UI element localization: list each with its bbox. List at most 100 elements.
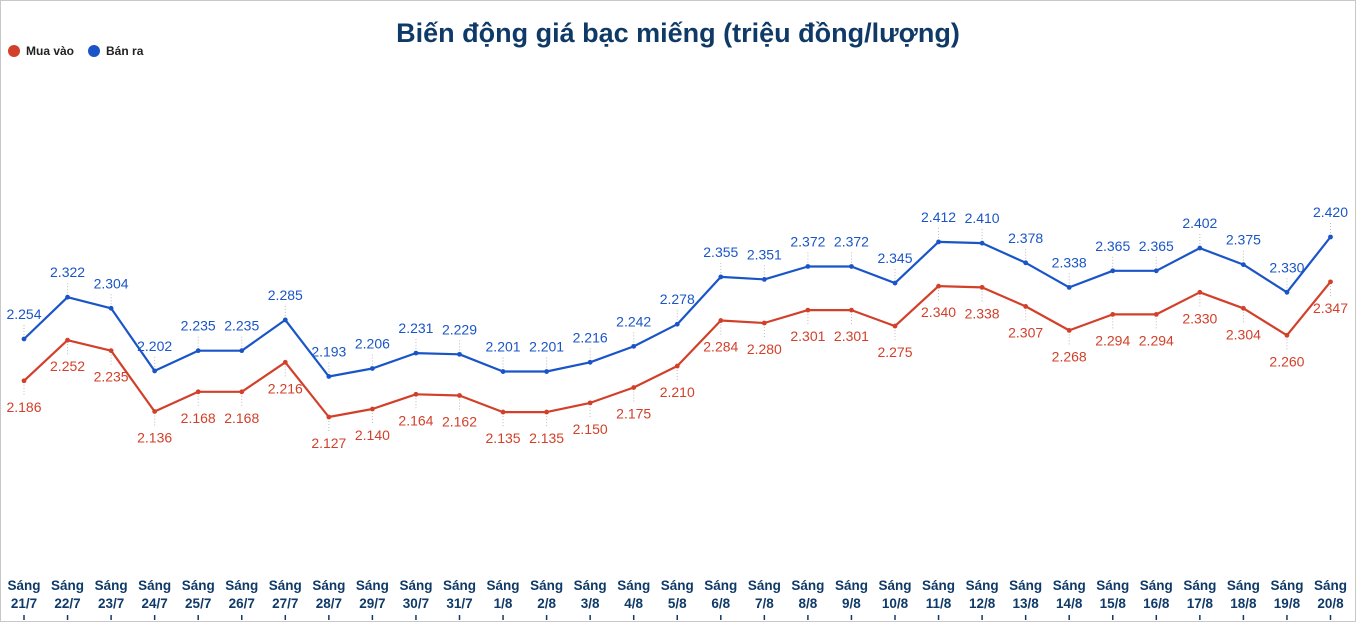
sell-point	[1241, 262, 1246, 268]
sell-point	[631, 343, 637, 349]
buy-point	[892, 323, 898, 329]
buy-data-label: 2.135	[529, 430, 564, 446]
sell-data-label: 2.378	[1008, 230, 1043, 246]
buy-point	[587, 400, 593, 406]
x-tick-label: 21/7	[11, 596, 37, 611]
sell-data-label: 2.351	[747, 246, 782, 262]
x-tick-label: Sáng	[1314, 578, 1347, 593]
sell-point	[326, 374, 332, 379]
buy-data-label: 2.175	[616, 406, 651, 422]
buy-data-label: 2.260	[1269, 353, 1304, 369]
x-tick-label: 19/8	[1274, 596, 1301, 611]
buy-data-label: 2.330	[1182, 310, 1217, 326]
buy-point	[65, 337, 70, 343]
buy-data-label: 2.284	[703, 339, 738, 355]
buy-data-label: 2.307	[1008, 324, 1043, 340]
sell-data-label: 2.410	[965, 210, 1000, 226]
x-tick-label: Sáng	[922, 578, 955, 593]
sell-data-label: 2.231	[398, 320, 433, 336]
x-tick-label: Sáng	[269, 578, 302, 593]
sell-point	[21, 336, 27, 342]
buy-data-label: 2.140	[355, 427, 390, 443]
buy-point	[413, 391, 419, 397]
sell-point	[805, 264, 811, 269]
sell-data-label: 2.201	[529, 339, 564, 355]
sell-data-label: 2.202	[137, 338, 172, 354]
buy-data-label: 2.135	[486, 430, 521, 446]
buy-point	[326, 414, 332, 420]
buy-point	[1197, 289, 1203, 295]
buy-point	[370, 406, 375, 412]
sell-data-label: 2.322	[50, 264, 85, 280]
sell-data-label: 2.254	[6, 306, 41, 322]
x-tick-label: Sáng	[356, 578, 389, 593]
x-tick-label: 24/7	[142, 596, 168, 611]
sell-point	[936, 239, 941, 245]
x-tick-label: Sáng	[748, 578, 781, 593]
chart-title: Biến động giá bạc miếng (triệu đồng/lượn…	[396, 18, 960, 48]
buy-data-label: 2.164	[398, 412, 433, 428]
legend-item-sell[interactable]: Bán ra	[88, 44, 143, 58]
sell-data-label: 2.242	[616, 313, 651, 329]
buy-data-label: 2.280	[747, 341, 782, 357]
x-tick-label: 28/7	[316, 596, 342, 611]
buy-point	[282, 359, 288, 365]
sell-data-label: 2.235	[181, 318, 216, 334]
buy-data-label: 2.301	[790, 328, 825, 344]
buy-point	[457, 393, 462, 398]
x-tick-label: 14/8	[1056, 596, 1083, 611]
buy-point	[108, 348, 114, 354]
sell-point	[500, 369, 506, 374]
x-tick-label: Sáng	[7, 578, 40, 593]
legend-item-buy[interactable]: Mua vào	[8, 44, 74, 58]
sell-point	[195, 348, 201, 354]
sell-point	[674, 321, 680, 327]
x-tick-label: 3/8	[581, 596, 600, 611]
buy-point	[979, 284, 985, 290]
buy-point	[718, 318, 724, 323]
sell-data-label: 2.285	[268, 287, 303, 303]
sell-data-label: 2.345	[877, 250, 912, 266]
buy-point	[805, 307, 811, 313]
sell-point	[849, 264, 854, 269]
buy-point	[936, 283, 941, 289]
sell-data-label: 2.355	[703, 244, 738, 260]
buy-data-label: 2.340	[921, 304, 956, 320]
x-tick-label: Sáng	[878, 578, 911, 593]
buy-data-label: 2.216	[268, 380, 303, 396]
buy-data-label: 2.136	[137, 429, 172, 445]
sell-point	[1110, 268, 1116, 274]
x-tick-label: Sáng	[1140, 578, 1173, 593]
buy-data-label: 2.252	[50, 358, 85, 374]
x-tick-label: 25/7	[185, 596, 211, 611]
x-tick-label: Sáng	[487, 578, 520, 593]
buy-data-label: 2.210	[660, 384, 695, 400]
buy-point	[21, 378, 27, 384]
x-tick-label: Sáng	[399, 578, 432, 593]
x-tick-label: 7/8	[755, 596, 774, 611]
x-tick-label: Sáng	[1096, 578, 1129, 593]
x-tick-label: 2/8	[537, 596, 556, 611]
x-tick-label: 11/8	[926, 596, 952, 611]
x-tick-label: Sáng	[51, 578, 84, 593]
buy-point	[761, 320, 767, 326]
buy-data-label: 2.275	[877, 344, 912, 360]
x-tick-label: 1/8	[494, 596, 513, 611]
buy-data-label: 2.150	[573, 421, 608, 437]
x-tick-label: Sáng	[1227, 578, 1260, 593]
buy-point	[1284, 332, 1290, 338]
buy-data-label: 2.168	[181, 410, 216, 426]
sell-point	[152, 368, 158, 374]
sell-data-label: 2.402	[1182, 215, 1217, 231]
x-tick-label: Sáng	[312, 578, 345, 593]
x-tick-label: Sáng	[1009, 578, 1042, 593]
sell-point	[718, 274, 724, 280]
x-tick-label: Sáng	[530, 578, 563, 593]
x-tick-label: Sáng	[1183, 578, 1216, 593]
buy-point	[1066, 327, 1072, 333]
buy-data-label: 2.347	[1313, 300, 1348, 316]
buy-point	[152, 409, 158, 414]
x-tick-label: Sáng	[225, 578, 258, 593]
x-tick-label: 22/7	[54, 596, 80, 611]
